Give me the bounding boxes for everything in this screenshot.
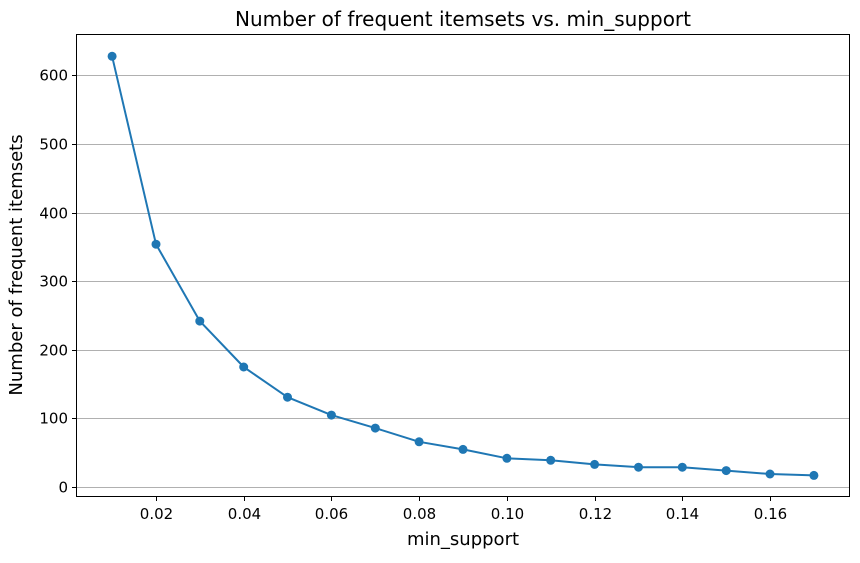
y-tick-label: 300 xyxy=(39,273,68,291)
chart-title: Number of frequent itemsets vs. min_supp… xyxy=(235,7,691,31)
data-point xyxy=(721,466,731,476)
y-tick-label: 100 xyxy=(39,410,68,428)
x-axis-label: min_support xyxy=(407,529,519,550)
data-series xyxy=(107,51,819,480)
data-point xyxy=(458,444,468,454)
data-point xyxy=(677,462,687,472)
x-tick-label: 0.02 xyxy=(140,505,173,523)
y-tick-label: 500 xyxy=(39,136,68,154)
data-point xyxy=(107,51,117,61)
x-tick-label: 0.10 xyxy=(491,505,524,523)
x-tick-label: 0.06 xyxy=(315,505,348,523)
x-axis-ticks: 0.02 0.04 0.06 0.08 0.10 0.12 0.14 0.16 xyxy=(140,496,787,523)
data-point xyxy=(634,462,643,472)
data-point xyxy=(765,469,775,479)
data-point xyxy=(151,239,161,249)
data-point xyxy=(590,459,600,469)
x-tick-label: 0.04 xyxy=(228,505,261,523)
data-point xyxy=(502,453,512,463)
data-point xyxy=(283,392,292,402)
data-point xyxy=(414,437,424,447)
x-tick-label: 0.08 xyxy=(403,505,436,523)
series-line xyxy=(111,56,814,477)
y-tick-label: 0 xyxy=(58,479,68,497)
x-tick-label: 0.12 xyxy=(579,505,612,523)
y-tick-label: 400 xyxy=(39,205,68,223)
grid-lines xyxy=(77,75,849,488)
data-point xyxy=(195,316,205,326)
x-tick-label: 0.14 xyxy=(666,505,699,523)
data-point xyxy=(809,470,819,480)
data-point xyxy=(546,455,556,465)
y-tick-label: 600 xyxy=(39,67,68,85)
x-tick-label: 0.16 xyxy=(754,505,787,523)
y-axis-label: Number of frequent itemsets xyxy=(6,134,27,395)
y-axis-ticks: 0 100 200 300 400 500 600 xyxy=(39,67,77,497)
data-point xyxy=(326,410,336,420)
plot-frame xyxy=(76,34,850,497)
y-tick-label: 200 xyxy=(39,342,68,360)
data-point xyxy=(370,423,380,433)
data-point xyxy=(239,362,249,372)
